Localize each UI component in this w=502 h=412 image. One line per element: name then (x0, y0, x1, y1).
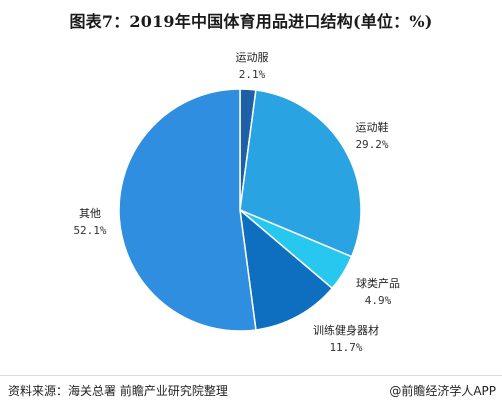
slice-label-2: 运动鞋 (356, 120, 389, 134)
slice-value-3: 4.9% (365, 294, 392, 307)
pie-slice-2 (239, 89, 362, 258)
slice-label-1: 运动服 (236, 51, 269, 64)
slice-value-2: 29.2% (355, 138, 388, 151)
slice-label-3: 球类产品 (356, 276, 400, 290)
slice-value-4: 11.7% (329, 341, 362, 354)
slice-value-1: 2.1% (239, 68, 266, 81)
slice-label-4: 训练健身器材 (313, 323, 379, 337)
pie-slice-4 (239, 208, 334, 331)
pie-slices (118, 88, 362, 332)
pie-slice-5 (118, 88, 257, 332)
credit-note: @前瞻经济学人APP (389, 384, 496, 398)
slice-value-5: 52.1% (73, 224, 106, 237)
footer: 资料来源：海关总署 前瞻产业研究院整理 @前瞻经济学人APP (0, 375, 502, 412)
footer-divider (0, 375, 502, 376)
source-note: 资料来源：海关总署 前瞻产业研究院整理 (8, 384, 228, 398)
pie-labels: 运动服 2.1% 运动鞋 29.2% 球类产品 4.9% 训练健身器材 11.7% 其他 52.1… (73, 51, 400, 354)
slice-label-5: 其他 (79, 207, 101, 220)
chart-title: 图表7：2019年中国体育用品进口结构(单位：%) (69, 12, 433, 31)
